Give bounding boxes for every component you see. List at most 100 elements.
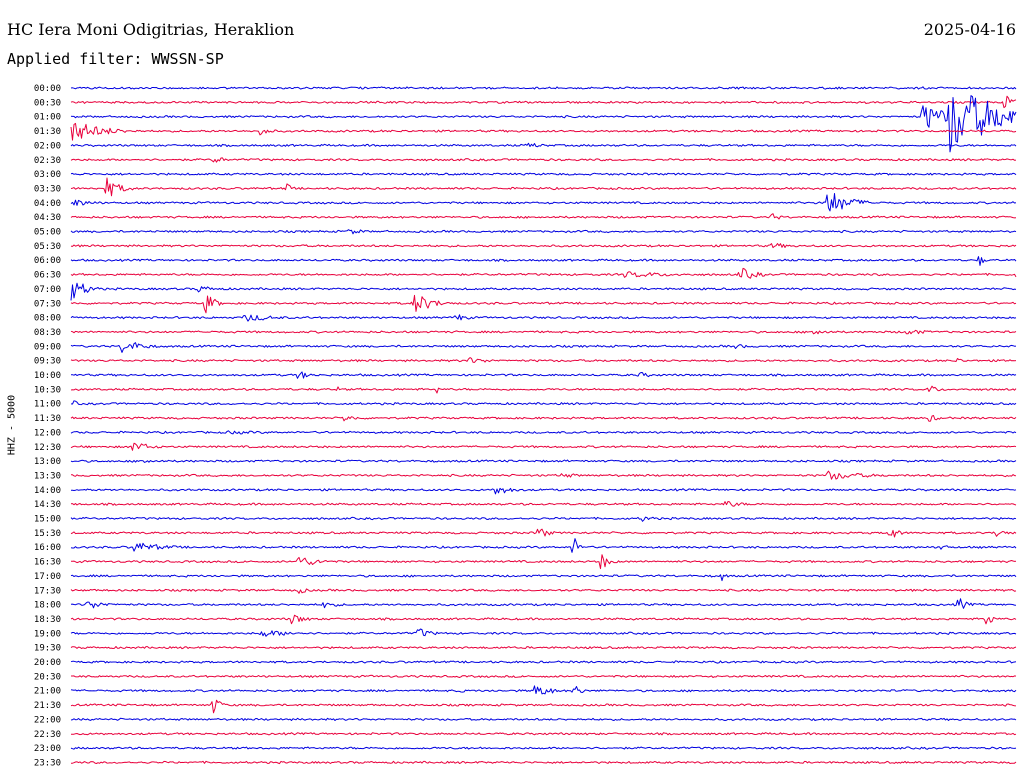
- seismic-trace-0300: [70, 172, 1017, 176]
- row-time-label: 00:30: [34, 98, 61, 108]
- row-time-label: 16:00: [34, 543, 61, 553]
- seismic-trace-1530: [70, 528, 1017, 538]
- row-time-label: 18:00: [34, 601, 61, 611]
- row-time-label: 17:00: [34, 572, 61, 582]
- seismic-trace-0000: [70, 86, 1017, 90]
- row-time-label: 22:30: [34, 730, 61, 740]
- row-time-label: 15:30: [34, 529, 61, 539]
- seismic-trace-1700: [70, 574, 1017, 582]
- seismic-trace-0730: [70, 294, 1017, 314]
- seismic-trace-0030: [70, 95, 1017, 109]
- seismic-trace-0200: [70, 142, 1017, 148]
- row-time-label: 00:00: [34, 84, 61, 94]
- seismic-trace-2030: [71, 674, 1017, 678]
- row-time-label: 12:30: [34, 443, 61, 453]
- row-time-label: 19:00: [34, 629, 61, 639]
- record-date: 2025-04-16: [923, 20, 1016, 39]
- row-time-label: 13:00: [34, 457, 61, 467]
- row-time-label: 01:30: [34, 127, 61, 137]
- row-time-label: 06:00: [34, 256, 61, 266]
- row-time-label: 13:30: [34, 471, 61, 481]
- seismic-trace-1400: [70, 487, 1017, 495]
- row-time-label: 23:30: [34, 758, 61, 768]
- row-time-label: 08:00: [34, 314, 61, 324]
- row-time-label: 04:00: [34, 199, 61, 209]
- row-time-label: 19:30: [34, 644, 61, 654]
- seismic-trace-0430: [70, 213, 1017, 220]
- row-time-label: 09:30: [34, 357, 61, 367]
- seismic-trace-2230: [70, 732, 1017, 736]
- row-time-label: 11:30: [34, 414, 61, 424]
- row-time-label: 05:30: [34, 242, 61, 252]
- row-time-label: 03:00: [34, 170, 61, 180]
- row-time-label: 02:00: [34, 141, 61, 151]
- seismic-trace-2330: [70, 760, 1017, 765]
- seismic-trace-0830: [70, 329, 1017, 335]
- seismic-trace-1800: [70, 598, 1017, 609]
- seismic-trace-1630: [70, 554, 1017, 570]
- seismic-trace-0400: [70, 193, 1017, 212]
- seismic-trace-1230: [70, 442, 1017, 451]
- row-time-label: 18:30: [34, 615, 61, 625]
- row-time-label: 15:00: [34, 515, 61, 525]
- seismic-trace-1600: [70, 538, 1017, 553]
- seismic-trace-1100: [70, 400, 1017, 406]
- row-time-label: 11:00: [34, 400, 61, 410]
- seismic-trace-2000: [70, 660, 1017, 664]
- row-time-label: 20:00: [34, 658, 61, 668]
- seismic-trace-1730: [70, 588, 1017, 594]
- row-time-label: 14:00: [34, 486, 61, 496]
- row-time-label: 09:00: [34, 342, 61, 352]
- seismic-trace-2200: [70, 717, 1017, 721]
- seismic-trace-0100: [70, 95, 1017, 153]
- row-time-label: 17:30: [34, 586, 61, 596]
- row-time-label: 04:30: [34, 213, 61, 223]
- row-time-label: 05:00: [34, 228, 61, 238]
- seismic-trace-0230: [70, 157, 1017, 163]
- seismic-trace-1130: [70, 415, 1017, 422]
- row-time-label: 06:30: [34, 271, 61, 281]
- seismic-trace-0600: [70, 256, 1017, 266]
- seismic-trace-0700: [70, 282, 1017, 301]
- seismic-trace-1430: [70, 501, 1017, 507]
- seismic-trace-0330: [70, 177, 1017, 197]
- seismic-trace-1330: [70, 470, 1017, 480]
- seismic-trace-1930: [70, 646, 1017, 650]
- row-time-label: 14:30: [34, 500, 61, 510]
- seismic-trace-2100: [70, 685, 1017, 695]
- seismic-trace-0530: [70, 243, 1017, 249]
- row-time-label: 07:00: [34, 285, 61, 295]
- seismic-trace-1500: [70, 516, 1017, 522]
- row-time-label: 10:30: [34, 385, 61, 395]
- filter-label: Applied filter: WWSSN-SP: [7, 50, 224, 68]
- seismic-trace-1900: [70, 628, 1017, 637]
- row-time-label: 07:30: [34, 299, 61, 309]
- row-time-label: 02:30: [34, 156, 61, 166]
- row-time-label: 03:30: [34, 184, 61, 194]
- seismic-trace-1030: [70, 385, 1017, 394]
- seismic-trace-2130: [70, 699, 1017, 714]
- row-time-label: 10:00: [34, 371, 61, 381]
- row-time-label: 12:00: [34, 428, 61, 438]
- seismic-trace-0900: [70, 342, 1017, 353]
- seismic-trace-2300: [70, 746, 1017, 750]
- seismic-trace-0630: [70, 267, 1017, 279]
- trace-group: [70, 86, 1017, 765]
- seismic-trace-0930: [70, 357, 1017, 363]
- row-label-group: 00:00 00:30 01:00 01:30 02:00 02:30 03:00 03:30…: [34, 84, 61, 768]
- seismic-trace-0500: [70, 229, 1017, 235]
- row-time-label: 20:30: [34, 672, 61, 682]
- row-time-label: 01:00: [34, 113, 61, 123]
- row-time-label: 23:00: [34, 744, 61, 754]
- seismic-trace-1830: [70, 614, 1017, 625]
- seismic-trace-1200: [70, 430, 1017, 435]
- seismic-trace-0130: [70, 122, 1017, 141]
- seismic-trace-0800: [70, 314, 1017, 322]
- row-time-label: 16:30: [34, 558, 61, 568]
- row-time-label: 08:30: [34, 328, 61, 338]
- row-time-label: 21:30: [34, 701, 61, 711]
- row-time-label: 21:00: [34, 687, 61, 697]
- seismic-trace-1000: [71, 371, 1017, 379]
- station-title: HC Iera Moni Odigitrias, Heraklion: [7, 20, 295, 39]
